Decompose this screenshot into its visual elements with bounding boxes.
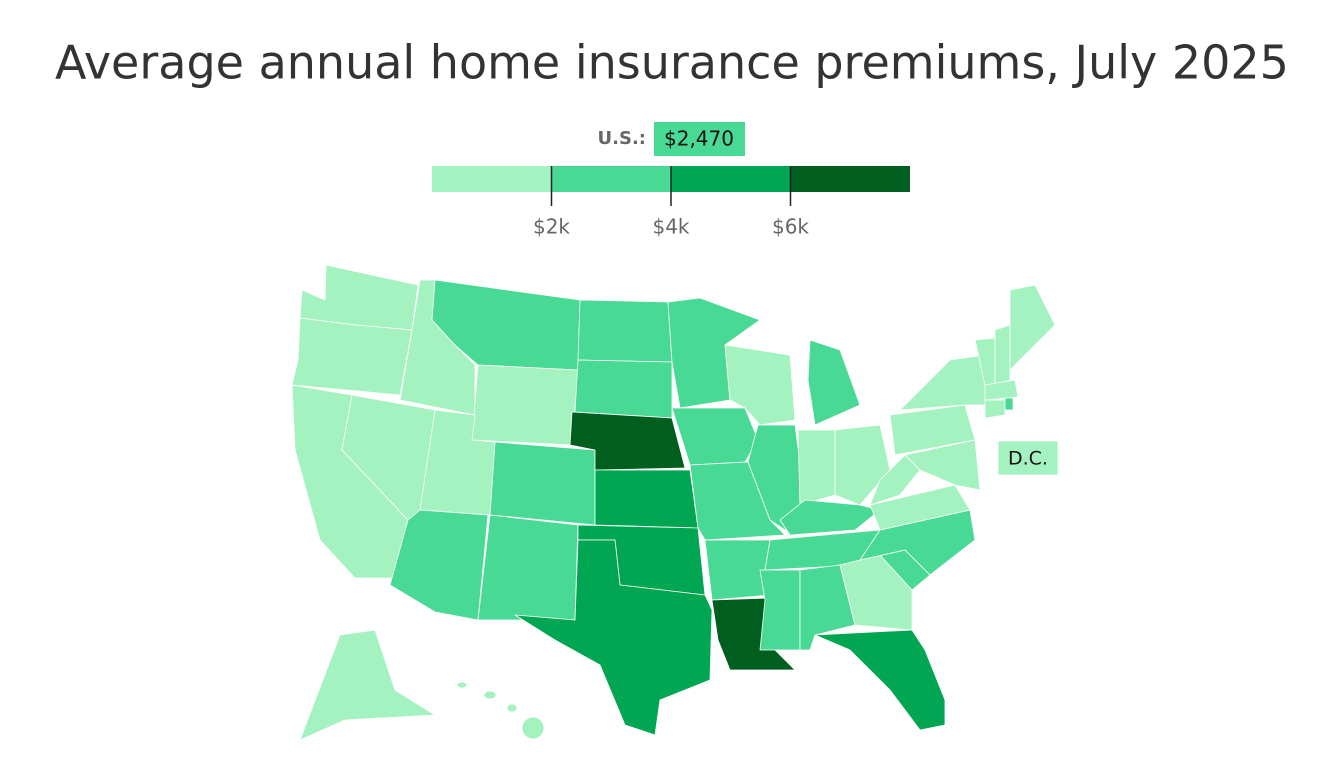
legend-tick-label: $6k bbox=[772, 215, 809, 239]
state bbox=[759, 569, 801, 651]
state bbox=[574, 359, 673, 419]
state bbox=[291, 317, 413, 396]
legend-swatch bbox=[790, 166, 910, 192]
state bbox=[577, 299, 673, 363]
state bbox=[797, 429, 836, 506]
state bbox=[834, 424, 891, 506]
state bbox=[1009, 284, 1056, 371]
state bbox=[299, 629, 436, 741]
state bbox=[514, 539, 713, 736]
state bbox=[594, 469, 699, 529]
legend-swatch bbox=[671, 166, 791, 192]
state bbox=[984, 379, 1019, 401]
dc-label: D.C. bbox=[1008, 448, 1048, 470]
state bbox=[456, 681, 468, 689]
dc-box bbox=[997, 440, 1059, 476]
us-label: U.S.: bbox=[598, 128, 646, 149]
legend-swatch bbox=[432, 166, 552, 192]
state bbox=[506, 703, 518, 713]
title: Average annual home insurance premiums, … bbox=[55, 36, 1289, 90]
state bbox=[814, 629, 946, 731]
state bbox=[747, 424, 806, 531]
legend-tick-label: $2k bbox=[533, 215, 570, 239]
legend: $2k $4k $6k bbox=[432, 166, 910, 239]
state bbox=[807, 339, 861, 426]
state bbox=[994, 324, 1011, 386]
state bbox=[489, 441, 596, 526]
state bbox=[869, 484, 971, 531]
state bbox=[521, 716, 545, 740]
state bbox=[483, 690, 497, 700]
state bbox=[1004, 397, 1014, 411]
state bbox=[899, 354, 991, 411]
state bbox=[477, 514, 579, 621]
us-value-box bbox=[654, 122, 745, 156]
state bbox=[869, 454, 921, 506]
state bbox=[904, 439, 981, 491]
legend-swatch bbox=[551, 166, 671, 192]
state bbox=[389, 509, 489, 621]
state bbox=[471, 364, 579, 446]
state bbox=[984, 399, 1006, 419]
us-value: $2,470 bbox=[664, 127, 734, 151]
map: D.C. bbox=[291, 264, 1059, 741]
legend-tick-label: $4k bbox=[652, 215, 689, 239]
state bbox=[671, 407, 759, 466]
